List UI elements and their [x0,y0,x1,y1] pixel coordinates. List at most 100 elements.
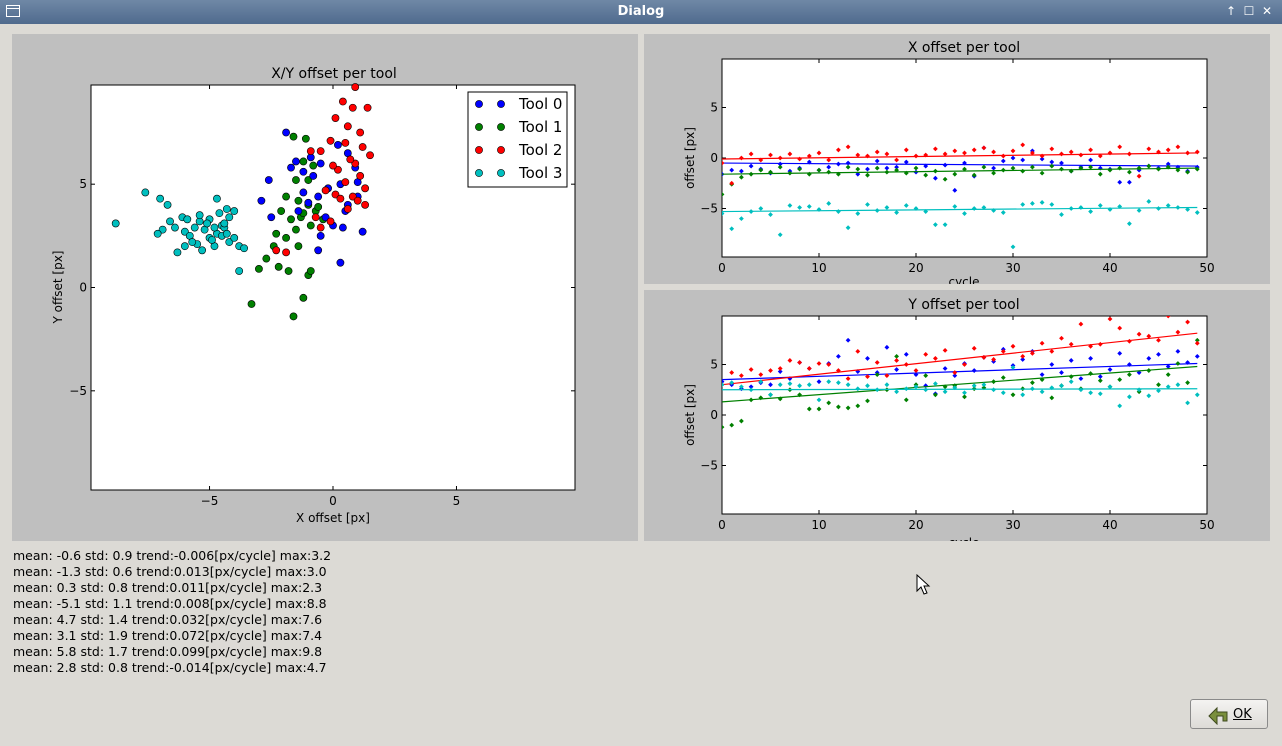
x-tick-label: 50 [1199,261,1214,275]
data-point [991,165,996,171]
data-point [274,262,283,271]
data-point [991,208,996,213]
data-point [942,176,948,182]
data-point [1107,384,1113,390]
data-point [343,122,352,131]
stat-line: mean: 3.1 std: 1.9 trend:0.072[px/cycle]… [13,628,323,643]
data-point [363,103,372,112]
maximize-button[interactable]: ☐ [1243,4,1255,18]
data-point [287,215,295,224]
data-point [348,192,357,201]
data-point [845,382,851,388]
data-point [855,152,861,158]
data-point [299,293,308,302]
data-point [1010,343,1016,349]
data-point [903,170,909,176]
data-point [314,246,323,255]
data-point [942,347,948,353]
data-point [884,373,890,379]
data-point [855,386,861,392]
data-point [366,151,374,160]
data-point [874,149,880,155]
data-point [923,152,929,158]
data-point [797,383,802,389]
data-point [865,356,870,361]
legend-marker [497,146,505,154]
data-point [299,157,308,166]
data-point [215,209,224,218]
data-point [874,360,880,365]
data-point [836,171,841,177]
data-point [299,188,308,197]
data-point [816,207,822,212]
data-point [748,397,754,403]
data-point [874,372,880,377]
window-menu-icon[interactable] [6,5,20,17]
x-tick-label: 30 [1005,518,1020,532]
data-point [1010,392,1016,398]
legend-marker [497,169,505,177]
data-point [331,114,340,122]
data-point [180,242,189,251]
x-axis-label: X offset [px] [296,511,370,525]
x-tick-label: 5 [453,494,461,508]
data-point [1000,153,1006,159]
data-point [190,223,199,232]
data-point [195,211,204,220]
data-point [942,389,948,395]
data-point [845,160,851,166]
data-point [1107,150,1113,156]
data-point [334,141,342,149]
close-button[interactable]: ✕ [1261,4,1273,18]
data-point [836,161,841,167]
data-point [952,370,958,375]
data-point [865,374,870,380]
data-point [1020,202,1026,207]
x-tick-label: 20 [908,518,923,532]
data-point [1156,206,1161,211]
trend-line [722,365,1198,403]
data-point [1010,155,1016,161]
data-point [1107,367,1113,372]
stat-line: mean: 0.3 std: 0.8 trend:0.011[px/cycle]… [13,580,323,595]
data-point [1059,383,1064,389]
legend-marker [475,169,483,177]
data-point [338,223,347,232]
data-point [729,422,735,428]
trend-line [722,167,1198,175]
window-titlebar[interactable]: Dialog ↑ ☐ ✕ [0,0,1282,24]
data-point [1107,207,1113,212]
data-point [806,382,812,388]
data-point [777,369,783,374]
data-point [356,128,365,137]
data-point [816,379,822,385]
data-point [183,215,192,224]
data-point [768,169,773,175]
y-tick-label: 5 [710,100,718,114]
ok-button[interactable]: OK [1190,699,1268,729]
data-point [991,387,996,393]
data-point [962,390,967,396]
data-point [777,161,783,167]
data-point [777,232,783,238]
data-point [729,380,735,386]
data-point [874,165,880,171]
data-point [284,267,293,275]
data-point [272,246,281,255]
data-point [316,231,325,240]
chart-title: X offset per tool [908,40,1020,56]
data-point [230,234,239,242]
data-point [748,367,754,372]
data-point [865,398,870,404]
data-point [787,203,793,208]
data-point [1156,388,1161,394]
keep-above-button[interactable]: ↑ [1225,4,1237,18]
data-point [933,146,938,152]
data-point [1010,365,1016,370]
data-point [225,213,234,222]
data-point [787,170,793,176]
data-point [306,221,315,230]
data-point [845,337,851,343]
data-point [301,134,310,143]
